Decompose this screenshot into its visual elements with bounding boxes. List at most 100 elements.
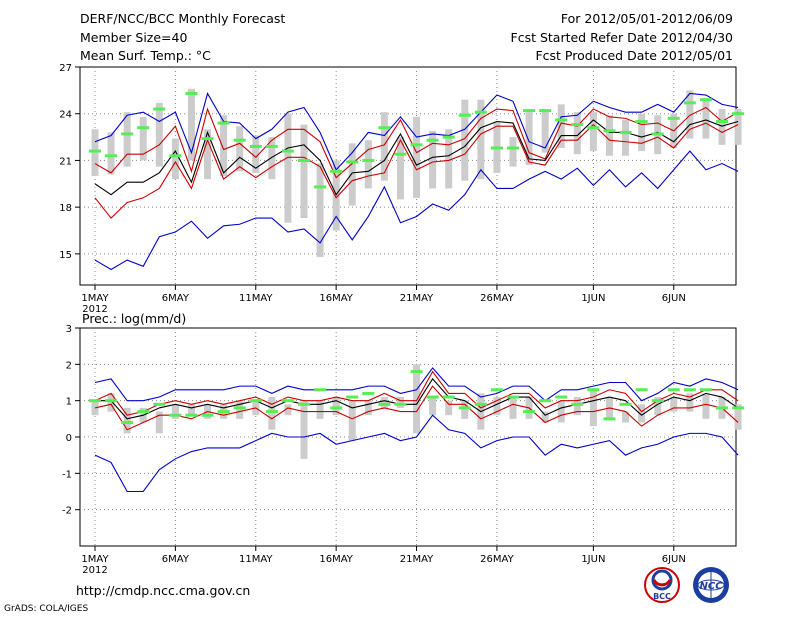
member-size-label: Member Size=40 <box>80 30 188 45</box>
spread-bar <box>670 397 678 412</box>
spread-bar <box>654 397 662 416</box>
x-tick-label: 11MAY <box>239 293 273 304</box>
spread-bar <box>187 88 195 161</box>
spread-bar <box>139 116 147 161</box>
x-tick-label: 1MAY <box>81 293 109 304</box>
spread-bar <box>204 129 212 180</box>
precipitation-panel: 1MAY 6MAY 11MAY 16MAY 21MAY 26MAY 1JUN 6JUN2012… <box>62 324 745 576</box>
spread-bar <box>316 400 324 419</box>
spread-bar <box>702 393 710 419</box>
spread-bar <box>734 109 742 145</box>
spread-bar <box>429 130 437 189</box>
spread-bar <box>429 397 437 416</box>
x-tick-label: 21MAY <box>400 554 434 565</box>
series-mean-line <box>94 119 739 196</box>
spread-bar <box>396 397 404 408</box>
plot-frame <box>79 66 737 286</box>
spread-bar <box>622 411 630 423</box>
spread-bar <box>638 113 646 152</box>
spread-bar <box>187 404 195 416</box>
spread-bar <box>316 163 324 257</box>
spread-bar <box>413 116 421 198</box>
spread-bar <box>284 113 292 223</box>
series-max-line <box>94 367 739 402</box>
x-tick-label: 21MAY <box>400 293 434 304</box>
y-tick-label: 3 <box>66 324 72 335</box>
x-tick-label: 16MAY <box>319 293 353 304</box>
spread-bar <box>718 109 726 145</box>
y-tick-label: 27 <box>59 63 72 74</box>
spread-bar <box>364 140 372 189</box>
x-tick-label: 26MAY <box>480 554 514 565</box>
spread-bar <box>686 393 694 412</box>
spread-bar <box>348 400 356 441</box>
x-tick-label: 6MAY <box>162 293 190 304</box>
spread-bar <box>734 404 742 430</box>
spread-bar <box>493 397 501 416</box>
spread-bar <box>268 397 276 430</box>
spread-bar <box>91 129 99 176</box>
spread-bar <box>155 411 163 434</box>
series-min-line <box>94 150 739 271</box>
y-tick-label: 15 <box>59 250 72 261</box>
grads-credit: GrADS: COLA/IGES <box>4 604 89 614</box>
chart-title: DERF/NCC/BCC Monthly Forecast <box>80 11 286 26</box>
spread-bar <box>509 137 517 167</box>
bcc-logo: BCC <box>644 567 680 603</box>
precip-axis-label: Prec.: log(mm/d) <box>82 311 187 326</box>
spread-bar <box>686 90 694 139</box>
spread-bar <box>509 397 517 419</box>
spread-bar <box>557 400 565 423</box>
spread-bar <box>300 124 308 219</box>
source-url[interactable]: http://cmdp.ncc.cma.gov.cn <box>76 583 251 598</box>
y-tick-label: -1 <box>62 469 72 480</box>
spread-bar <box>123 112 131 167</box>
bcc-logo-text: BCC <box>653 592 671 601</box>
ncc-logo: NCC <box>693 567 729 603</box>
spread-bar <box>284 404 292 416</box>
x-year-label: 2012 <box>82 565 107 576</box>
spread-bar <box>477 99 485 180</box>
y-tick-label: 2 <box>66 360 72 371</box>
spread-bar <box>220 115 228 176</box>
x-tick-label: 16MAY <box>319 554 353 565</box>
temperature-panel: 1MAY 6MAY 11MAY 16MAY 21MAY 26MAY 1JUN 6JUN 2012… <box>59 63 745 315</box>
spread-bar <box>589 112 597 152</box>
spread-bar <box>396 137 404 200</box>
spread-bar <box>541 109 549 153</box>
y-tick-label: 1 <box>66 397 72 408</box>
spread-bar <box>332 397 340 416</box>
spread-bar <box>638 404 646 423</box>
spread-bar <box>107 393 115 412</box>
spread-bar <box>589 389 597 427</box>
spread-bar <box>525 112 533 166</box>
series-upper-line <box>94 106 739 179</box>
series-upper-line <box>94 370 739 416</box>
spread-bar <box>413 364 421 434</box>
spread-bar <box>123 407 131 434</box>
spread-bar <box>445 400 453 416</box>
x-tick-label: 1JUN <box>581 293 605 304</box>
series-min-line <box>94 414 739 493</box>
x-tick-label: 6JUN <box>662 293 686 304</box>
ncc-logo-text: NCC <box>699 581 723 592</box>
spread-bar <box>268 137 276 180</box>
spread-bar <box>236 126 244 172</box>
spread-bar <box>605 115 613 156</box>
spread-bar <box>252 135 260 173</box>
spread-bar <box>461 99 469 181</box>
spread-bar <box>171 138 179 180</box>
variable-label: Mean Surf. Temp.: °C <box>80 48 211 63</box>
spread-bar <box>348 143 356 206</box>
forecast-started-label: Fcst Started Refer Date 2012/04/30 <box>510 30 734 45</box>
x-tick-label: 26MAY <box>480 293 514 304</box>
spread-bar <box>573 112 581 155</box>
y-tick-label: 18 <box>59 203 72 214</box>
spread-bar <box>622 119 630 156</box>
series-max-line <box>94 92 739 171</box>
x-tick-label: 6MAY <box>162 554 190 565</box>
spread-bar <box>557 104 565 148</box>
spread-bar <box>236 400 244 419</box>
y-tick-label: -2 <box>62 506 72 517</box>
